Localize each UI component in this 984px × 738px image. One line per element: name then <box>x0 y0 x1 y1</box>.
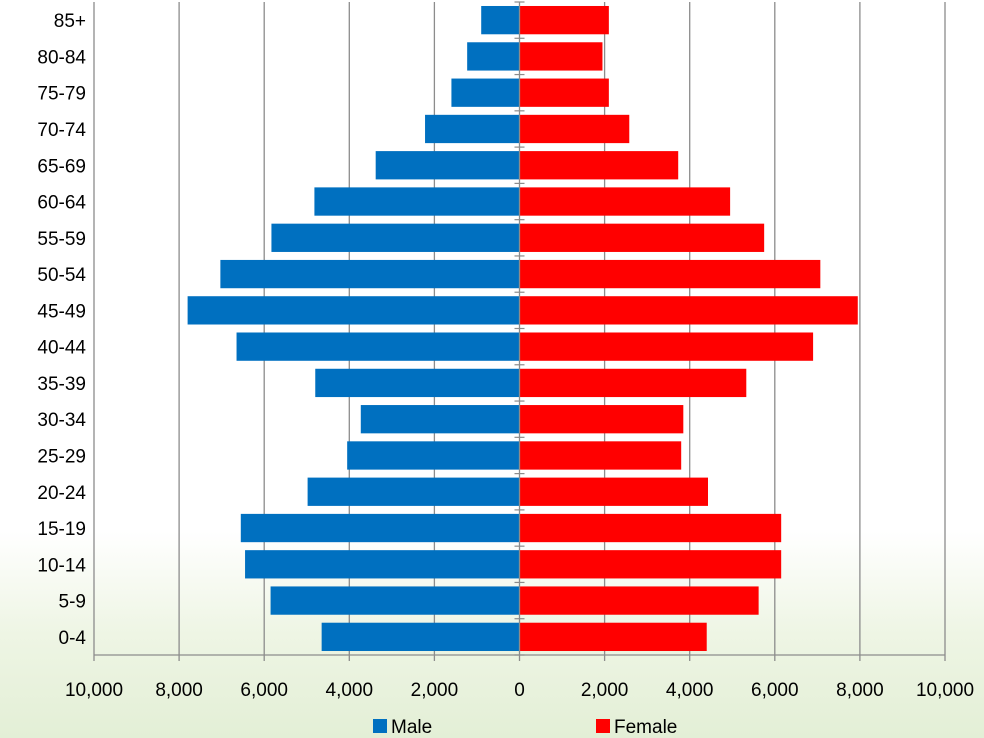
bar-female-85+ <box>519 5 609 35</box>
bars <box>187 5 858 652</box>
bar-male-60-64 <box>314 187 520 216</box>
bar-male-50-54 <box>220 259 520 289</box>
y-tick-label: 40-44 <box>37 338 86 359</box>
bar-male-75-79 <box>451 78 520 107</box>
bar-female-25-29 <box>519 441 682 470</box>
bar-male-85+ <box>481 5 520 35</box>
y-tick-label: 50-54 <box>37 265 86 286</box>
x-tick-label: 2,000 <box>581 680 629 701</box>
axes <box>93 1 946 661</box>
x-tick-label: 10,000 <box>65 680 123 701</box>
x-tick-label: 0 <box>514 680 525 701</box>
y-tick-label: 25-29 <box>37 446 86 467</box>
bar-female-10-14 <box>519 550 782 579</box>
gridlines <box>93 2 946 655</box>
x-tick-label: 4,000 <box>326 680 374 701</box>
x-tick-label: 2,000 <box>411 680 459 701</box>
bar-male-35-39 <box>315 368 520 398</box>
x-tick-label: 8,000 <box>836 680 884 701</box>
y-tick-label: 55-59 <box>37 229 86 250</box>
bar-female-50-54 <box>519 259 821 289</box>
bar-male-15-19 <box>240 513 520 543</box>
bar-female-0-4 <box>519 622 707 652</box>
bar-female-60-64 <box>519 187 731 216</box>
y-tick-label: 70-74 <box>37 120 86 141</box>
x-tick-label: 10,000 <box>916 680 974 701</box>
bar-male-25-29 <box>347 441 520 470</box>
bar-female-55-59 <box>519 223 765 252</box>
bar-male-45-49 <box>187 296 520 325</box>
y-tick-label: 30-34 <box>37 410 86 431</box>
y-tick-label: 10-14 <box>37 555 86 576</box>
x-axis-labels: 10,000 8,000 6,000 4,000 2,000 0 2,000 4,000 6,0… <box>65 680 974 701</box>
y-tick-label: 65-69 <box>37 156 86 177</box>
y-tick-label: 5-9 <box>59 592 86 613</box>
bar-male-0-4 <box>321 622 520 652</box>
bar-male-5-9 <box>270 586 520 615</box>
legend: Male Female <box>373 717 677 738</box>
legend-label-male: Male <box>391 717 432 738</box>
bar-male-70-74 <box>425 114 520 144</box>
x-tick-label: 6,000 <box>240 680 288 701</box>
bar-female-40-44 <box>519 332 814 361</box>
y-tick-label: 45-49 <box>37 301 86 322</box>
y-tick-label: 80-84 <box>37 47 86 68</box>
bar-male-80-84 <box>467 42 520 71</box>
bar-female-5-9 <box>519 586 759 615</box>
bar-female-80-84 <box>519 42 603 71</box>
x-tick-label: 4,000 <box>666 680 714 701</box>
bar-female-20-24 <box>519 477 708 506</box>
y-tick-label: 75-79 <box>37 84 86 105</box>
legend-label-female: Female <box>614 717 677 738</box>
y-tick-label: 35-39 <box>37 374 86 395</box>
bar-female-15-19 <box>519 513 782 543</box>
bar-female-65-69 <box>519 151 679 180</box>
x-tick-label: 6,000 <box>751 680 799 701</box>
bar-female-35-39 <box>519 368 747 398</box>
bar-female-30-34 <box>519 405 684 434</box>
bar-female-70-74 <box>519 114 630 144</box>
bar-male-40-44 <box>236 332 520 361</box>
y-tick-label: 0-4 <box>59 628 87 649</box>
bar-male-10-14 <box>245 550 520 579</box>
bar-female-45-49 <box>519 296 858 325</box>
x-tick-label: 8,000 <box>155 680 203 701</box>
bar-female-75-79 <box>519 78 609 107</box>
bar-male-65-69 <box>375 151 520 180</box>
y-tick-label: 15-19 <box>37 519 86 540</box>
legend-swatch-male <box>373 719 387 733</box>
y-tick-label: 60-64 <box>37 193 86 214</box>
bar-male-55-59 <box>271 223 520 252</box>
bar-male-20-24 <box>307 477 520 506</box>
legend-swatch-female <box>596 719 610 733</box>
bar-male-30-34 <box>360 405 520 434</box>
y-axis-labels: 0-4 5-9 10-14 15-19 20-24 25-29 30-34 35-39 40-4… <box>37 11 86 649</box>
y-tick-label: 20-24 <box>37 483 86 504</box>
y-tick-label: 85+ <box>54 11 86 32</box>
